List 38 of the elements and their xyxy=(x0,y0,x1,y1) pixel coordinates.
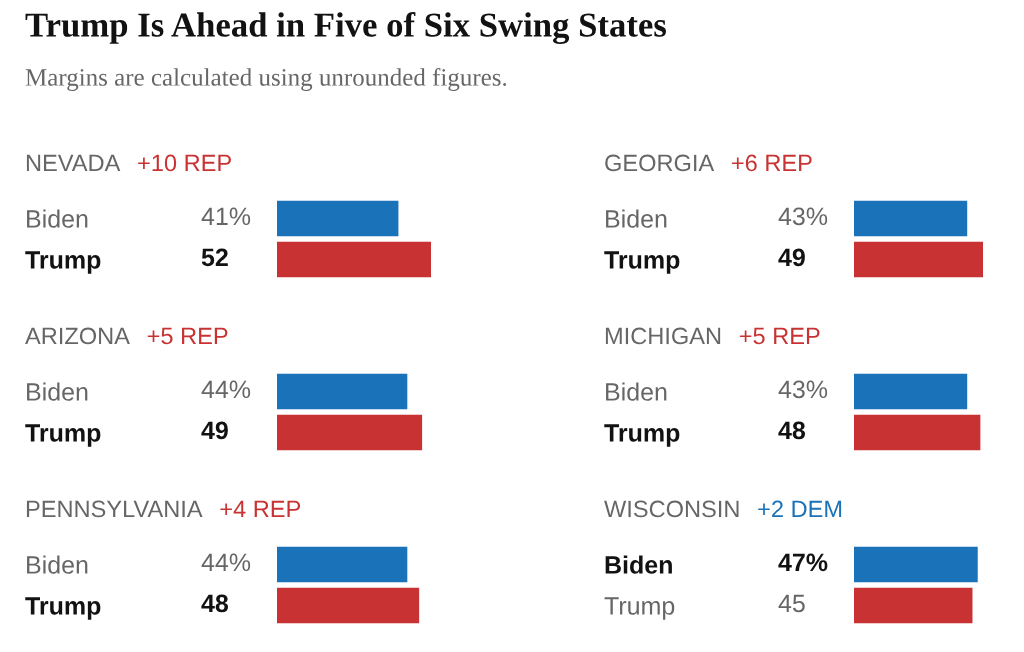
text: Margins are calculated using unrounded figures. xyxy=(25,68,507,91)
text: NEVADA xyxy=(26,154,121,172)
text: Trump Is Ahead in Five of Six Swing States xyxy=(25,12,666,45)
data-label: 49 xyxy=(201,421,228,440)
y-tick-label: Biden xyxy=(606,382,667,401)
data-label: 44% xyxy=(201,380,251,399)
data-label: 43% xyxy=(778,380,828,399)
y-tick-label: Biden xyxy=(27,382,88,401)
y-tick-label: Biden xyxy=(606,209,667,228)
text: +5 REP xyxy=(739,327,820,345)
text: ARIZONA xyxy=(25,327,130,345)
text: +6 REP xyxy=(732,154,812,172)
data-label: 44% xyxy=(201,553,251,572)
data-label: 41% xyxy=(201,207,251,226)
data-label: 52 xyxy=(201,248,228,267)
text: +10 REP xyxy=(138,154,231,172)
y-tick-label: Trump xyxy=(604,597,675,620)
y-tick-label: Biden xyxy=(27,209,88,228)
text: +2 DEM xyxy=(758,500,842,518)
data-label: 45 xyxy=(778,594,805,613)
chart-title: WISCONSIN xyxy=(604,500,739,518)
data-label: 47% xyxy=(778,553,828,572)
data-label: 49 xyxy=(778,248,805,267)
y-tick-label: Trump xyxy=(25,424,101,447)
text: GEORGIA xyxy=(605,154,715,172)
y-tick-label: Trump xyxy=(25,251,101,274)
data-label: 48 xyxy=(778,421,806,440)
y-tick-label: Trump xyxy=(604,424,680,447)
y-tick-label: Biden xyxy=(605,555,672,574)
y-tick-label: Biden xyxy=(27,555,88,574)
data-label: 43% xyxy=(778,207,828,226)
text: MICHIGAN xyxy=(605,327,721,345)
y-tick-label: Trump xyxy=(604,251,680,274)
text: +4 REP xyxy=(220,500,301,518)
data-label: 48 xyxy=(201,594,229,613)
chart-title: PENNSYLVANIA xyxy=(26,500,203,518)
text: +5 REP xyxy=(147,327,228,345)
y-tick-label: Trump xyxy=(25,597,101,620)
